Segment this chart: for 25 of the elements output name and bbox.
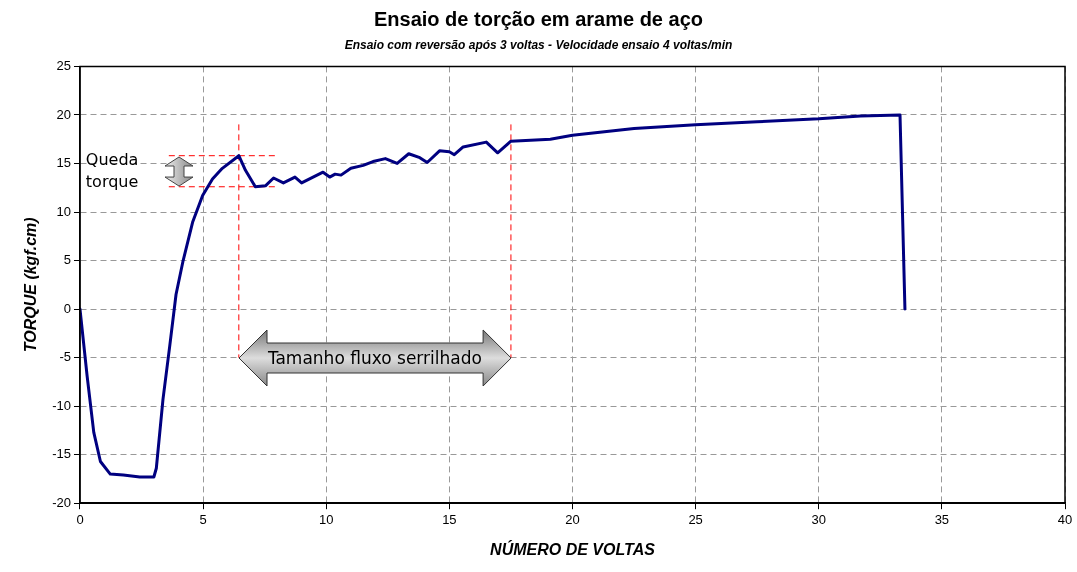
x-axis-title: NÚMERO DE VOLTAS: [490, 539, 656, 558]
x-tick-label: 20: [565, 511, 580, 527]
x-tick-label: 25: [688, 511, 703, 527]
x-tick-label: 0: [76, 511, 84, 527]
y-axis-title: TORQUE (kgf.cm): [22, 217, 40, 353]
x-tick-label: 15: [442, 511, 457, 527]
x-tick-label: 35: [934, 511, 950, 527]
x-tick-label: 5: [199, 511, 207, 527]
x-tick-label: 30: [811, 511, 826, 527]
y-tick-label: 10: [56, 203, 71, 219]
y-tick-label: 0: [63, 300, 71, 316]
chart-subtitle: Ensaio com reversão após 3 voltas - Velocidade ensaio 4 voltas/min: [344, 37, 733, 52]
y-tick-label: -15: [52, 446, 71, 462]
y-tick-label: 20: [56, 106, 71, 122]
y-tick-label: -10: [52, 397, 71, 413]
y-tick-label: -20: [52, 494, 71, 510]
y-tick-label: 15: [56, 155, 71, 171]
annotation: Tamanho fluxo serrilhado: [267, 346, 482, 369]
y-tick-label: -5: [59, 349, 71, 365]
annotation: Queda torque: [85, 149, 140, 194]
x-tick-label: 40: [1057, 511, 1073, 527]
y-tick-label: 5: [63, 252, 71, 268]
y-tick-label: 25: [56, 57, 71, 73]
x-tick-label: 10: [319, 511, 334, 527]
chart-title: Ensaio de torção em arame de aço: [373, 7, 704, 30]
